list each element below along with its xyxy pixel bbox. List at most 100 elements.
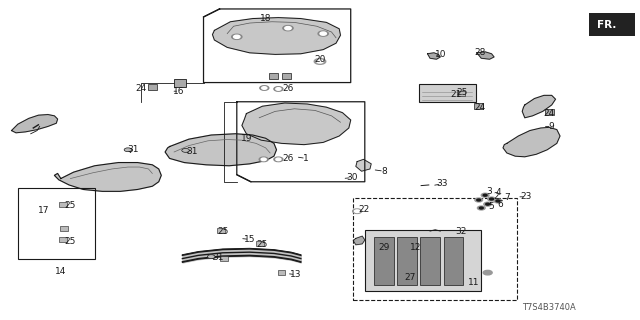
Circle shape [124,148,132,152]
Circle shape [483,270,492,275]
Text: 13: 13 [290,270,301,279]
Text: 19: 19 [241,134,252,143]
Text: 5: 5 [489,202,494,211]
Circle shape [483,194,487,196]
Bar [353,198,517,300]
Text: 32: 32 [455,228,467,236]
Text: 10: 10 [435,50,446,59]
Text: 25: 25 [65,237,76,246]
Bar [420,237,440,285]
Text: FR.: FR. [597,20,616,30]
Text: 12: 12 [410,244,422,252]
Bar [589,13,635,36]
Circle shape [285,27,291,30]
Bar [474,103,483,109]
Circle shape [477,199,481,201]
Bar [60,226,68,231]
Text: 21: 21 [450,90,461,99]
Circle shape [355,210,360,212]
Bar [59,202,67,207]
Circle shape [260,86,269,90]
Text: 7: 7 [505,193,510,202]
Circle shape [314,59,326,64]
Bar [256,241,264,246]
Text: 24: 24 [543,109,555,118]
Text: 6: 6 [498,200,503,209]
Text: 24: 24 [135,84,147,92]
Text: T7S4B3740A: T7S4B3740A [522,303,576,312]
Bar [278,270,285,275]
Text: 2: 2 [494,192,499,201]
Bar [269,73,278,79]
Circle shape [259,157,268,162]
Circle shape [494,199,502,203]
Polygon shape [428,53,440,59]
Bar [365,230,481,291]
Bar [444,237,463,285]
Text: 30: 30 [346,173,358,182]
Circle shape [274,157,283,162]
Circle shape [481,193,489,197]
Text: 1: 1 [303,154,308,163]
Text: 18: 18 [260,14,271,23]
Circle shape [274,87,283,91]
Circle shape [320,32,326,35]
Circle shape [486,203,490,205]
Text: 11: 11 [468,278,479,287]
Polygon shape [165,134,276,166]
Text: 25: 25 [456,88,468,97]
Text: 14: 14 [55,267,67,276]
Circle shape [207,255,215,259]
Circle shape [234,35,240,38]
Text: 24: 24 [474,103,486,112]
Text: 9: 9 [549,122,554,131]
Text: 20: 20 [314,55,326,64]
Text: 15: 15 [244,235,255,244]
Text: 27: 27 [404,273,415,282]
Text: 26: 26 [282,84,294,93]
Bar [545,109,554,115]
Circle shape [475,198,483,202]
Polygon shape [12,115,58,133]
Circle shape [283,26,293,31]
Text: 4: 4 [495,188,500,197]
Polygon shape [385,276,398,283]
Circle shape [261,158,266,161]
Polygon shape [242,103,351,145]
Text: 33: 33 [436,180,447,188]
Circle shape [479,207,483,209]
Polygon shape [356,159,371,171]
Circle shape [318,31,328,36]
Text: 31: 31 [212,253,223,262]
Text: 23: 23 [520,192,532,201]
Text: 31: 31 [127,145,139,154]
Circle shape [496,200,500,202]
Text: 25: 25 [65,201,76,210]
Text: 25: 25 [217,227,228,236]
Polygon shape [212,18,340,54]
Text: 17: 17 [38,206,49,215]
Bar [374,237,394,285]
Polygon shape [522,95,556,118]
Text: 26: 26 [282,154,294,163]
Bar [174,79,186,87]
Text: 25: 25 [257,240,268,249]
Bar [217,228,225,233]
Circle shape [262,87,267,89]
Bar [18,188,95,259]
Circle shape [276,88,281,90]
Bar [457,91,465,96]
Polygon shape [353,236,365,245]
Circle shape [477,206,485,210]
Bar [59,237,67,242]
Circle shape [490,198,493,200]
Polygon shape [477,52,494,59]
Circle shape [232,34,242,39]
Text: 28: 28 [474,48,486,57]
Text: 22: 22 [358,205,369,214]
Text: 16: 16 [173,87,185,96]
Bar [419,84,476,102]
Text: 31: 31 [186,147,198,156]
Circle shape [276,158,281,161]
Text: 29: 29 [378,244,390,252]
